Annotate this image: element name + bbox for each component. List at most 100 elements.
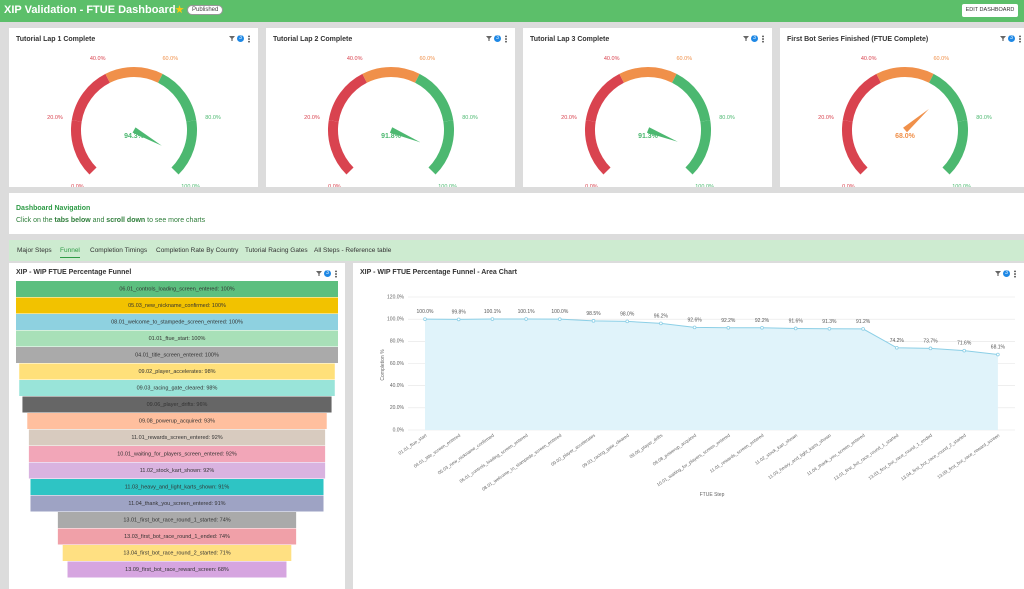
y-tick-label: 0.0% <box>393 427 405 433</box>
text-bold: tabs below <box>54 217 91 224</box>
text-bold: scroll down <box>106 217 146 224</box>
filter-icon[interactable] <box>316 271 322 276</box>
gauge-tick-label: 80.0% <box>976 115 992 121</box>
text: Click on the <box>16 217 55 224</box>
filter-icon[interactable] <box>1000 36 1006 41</box>
tab[interactable]: Major Steps <box>17 247 52 254</box>
navigation-card: Dashboard Navigation Click on the tabs b… <box>9 193 1024 234</box>
data-label: 92.2% <box>721 318 736 324</box>
funnel-stage <box>19 380 335 396</box>
gauge-tick-label: 80.0% <box>719 115 735 121</box>
filter-count: 3 <box>494 35 501 42</box>
funnel-stage <box>16 314 338 330</box>
menu-icon[interactable] <box>1019 35 1021 43</box>
gauge-band <box>585 120 611 175</box>
filter-count: 3 <box>751 35 758 42</box>
filter-count: 3 <box>237 35 244 42</box>
area-chart-card: XIP - WIP FTUE Percentage Funnel - Area … <box>353 263 1024 589</box>
menu-icon[interactable] <box>335 270 337 278</box>
data-point <box>793 326 798 331</box>
funnel-label: 01.01_ftue_start: 100% <box>149 336 206 342</box>
funnel-stage <box>16 281 338 297</box>
x-tick-label: 06.01_controls_loading_screen_entered <box>459 432 529 483</box>
gauge-tick-label: 40.0% <box>604 56 620 62</box>
edit-button[interactable]: EDIT DASHBOARD <box>962 4 1018 17</box>
gauge-band <box>71 73 111 122</box>
gauge-band <box>71 120 97 175</box>
gauge-title: Tutorial Lap 3 Complete <box>530 36 610 43</box>
gauge-needle <box>389 127 421 143</box>
gauge-tick-label: 0.0% <box>328 184 341 187</box>
gauge-tick-label: 40.0% <box>861 56 877 62</box>
gauge-band <box>328 120 354 175</box>
funnel-label: 13.03_first_bot_race_round_1_ended: 74% <box>124 534 230 540</box>
funnel-label: 11.03_heavy_and_light_karts_shown: 91% <box>125 485 230 491</box>
filter-count: 3 <box>1008 35 1015 42</box>
tab[interactable]: Funnel <box>60 247 80 258</box>
funnel-label: 11.02_stock_kart_shown: 92% <box>140 468 215 474</box>
gauge-tick-label: 40.0% <box>347 56 363 62</box>
filter-icon[interactable] <box>743 36 749 41</box>
tab[interactable]: Completion Rate By Country <box>156 247 239 254</box>
gauge-band <box>928 73 968 122</box>
area-fill <box>425 319 998 430</box>
data-point <box>591 319 596 323</box>
menu-icon[interactable] <box>248 35 250 43</box>
gauge-tick-label: 0.0% <box>585 184 598 187</box>
favorite-star[interactable] <box>175 5 184 14</box>
gauge-needle <box>903 108 930 133</box>
gauge: 0.0% 20.0% 40.0% 60.0% 80.0% 100.0% 91.3% <box>561 56 735 187</box>
funnel-label: 13.04_first_bot_race_round_2_started: 71… <box>123 551 230 557</box>
data-label: 100.0% <box>551 309 569 315</box>
tab[interactable]: Completion Timings <box>90 247 148 254</box>
funnel-label: 09.08_powerup_acquired: 93% <box>139 419 215 425</box>
funnel-stage <box>27 413 327 429</box>
data-point <box>962 348 966 353</box>
menu-icon[interactable] <box>762 35 764 43</box>
gauge-band <box>619 67 677 83</box>
data-label: 91.3% <box>822 319 837 325</box>
funnel-stage <box>57 512 297 528</box>
funnel-label: 04.01_title_screen_entered: 100% <box>135 353 219 359</box>
gauge-title: Tutorial Lap 1 Complete <box>16 36 96 43</box>
navigation-title: Dashboard Navigation <box>16 205 91 212</box>
gauge-band <box>428 120 454 175</box>
gauge-value: 94.3% <box>124 133 145 140</box>
y-axis-title: Completion % <box>380 349 386 381</box>
filter-icon[interactable] <box>229 36 235 41</box>
funnel-label: 06.01_controls_loading_screen_entered: 1… <box>119 287 234 293</box>
filter-icon[interactable] <box>486 36 492 41</box>
data-point <box>625 319 630 324</box>
dashboard-title: XIP Validation - FTUE Dashboard <box>4 4 176 16</box>
gauge-band <box>362 67 420 83</box>
data-point <box>456 317 461 322</box>
gauge-title: First Bot Series Finished (FTUE Complete… <box>787 36 929 43</box>
data-point <box>524 317 528 321</box>
gauge-tick-label: 60.0% <box>163 56 179 62</box>
gauge-needle <box>132 127 162 146</box>
data-label: 91.6% <box>789 318 804 324</box>
gauge-band <box>171 120 197 175</box>
funnel-label: 10.01_waiting_for_players_screen_entered… <box>117 452 237 458</box>
data-label: 100.0% <box>417 309 435 315</box>
tab[interactable]: All Steps - Reference table <box>314 247 392 254</box>
menu-icon[interactable] <box>1014 270 1016 278</box>
x-tick-label: 11.03_heavy_and_light_karts_shown <box>767 432 832 480</box>
filter-icon[interactable] <box>995 271 1001 276</box>
gauge-tick-label: 60.0% <box>677 56 693 62</box>
x-tick-label: 13.09_first_bot_race_reward_screen <box>936 432 1001 479</box>
data-point <box>692 325 697 330</box>
gauge-tick-label: 20.0% <box>47 115 63 121</box>
area-chart: 0.0% 20.0% 40.0% 60.0% 80.0% 100.0% 120.0% 100.… <box>380 294 1015 498</box>
gauge-tick-label: 100.0% <box>695 184 714 187</box>
menu-icon[interactable] <box>505 35 507 43</box>
data-label: 68.1% <box>991 345 1006 351</box>
data-point <box>894 345 899 350</box>
tab[interactable]: Tutorial Racing Gates <box>245 247 308 254</box>
x-tick-label: 09.06_player_drifts <box>629 432 664 459</box>
data-label: 71.6% <box>957 341 972 347</box>
gauge-tick-label: 80.0% <box>462 115 478 121</box>
filter-count: 3 <box>1003 270 1010 277</box>
gauge-band <box>842 73 882 122</box>
